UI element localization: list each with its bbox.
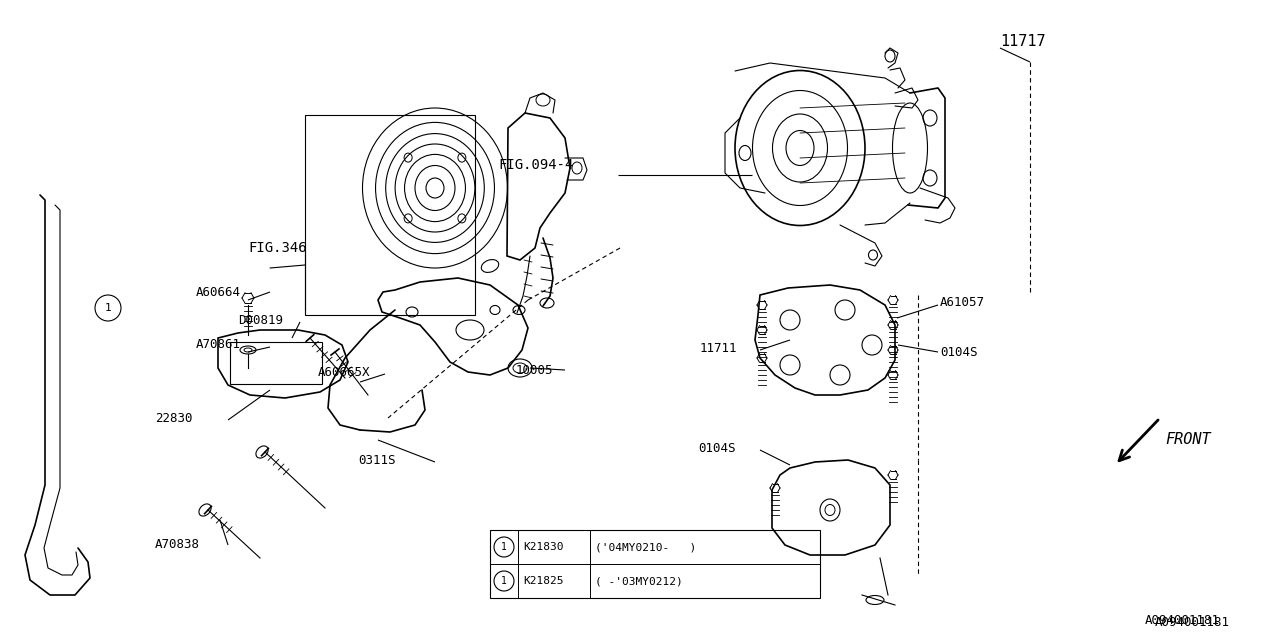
Text: A60664: A60664 [196, 285, 241, 298]
Text: K21830: K21830 [524, 542, 563, 552]
Text: 0104S: 0104S [940, 346, 978, 358]
Text: K21825: K21825 [524, 576, 563, 586]
Text: A094001181: A094001181 [1155, 616, 1230, 628]
Text: ('04MY0210-   ): ('04MY0210- ) [595, 542, 696, 552]
Text: FIG.346: FIG.346 [248, 241, 307, 255]
Text: A70838: A70838 [155, 538, 200, 552]
Text: A61057: A61057 [940, 296, 986, 308]
Bar [490, 530, 820, 598]
Bar [305, 115, 475, 315]
Text: 1: 1 [500, 542, 507, 552]
Text: A70861: A70861 [196, 339, 241, 351]
Bar [230, 342, 323, 384]
Text: A094001181: A094001181 [1146, 614, 1220, 627]
Text: 11711: 11711 [700, 342, 737, 355]
Text: 0311S: 0311S [358, 454, 396, 467]
Text: FRONT: FRONT [1165, 433, 1211, 447]
Text: 1: 1 [105, 303, 111, 313]
Text: FIG.094-4: FIG.094-4 [498, 158, 573, 172]
Text: ( -'03MY0212): ( -'03MY0212) [595, 576, 682, 586]
Text: 0104S: 0104S [698, 442, 736, 454]
Text: 10005: 10005 [516, 364, 553, 376]
Text: 22830: 22830 [155, 412, 192, 424]
Text: A60665X: A60665X [317, 365, 370, 378]
Text: 11717: 11717 [1000, 35, 1046, 49]
Text: 1: 1 [500, 576, 507, 586]
Text: D00819: D00819 [238, 314, 283, 326]
